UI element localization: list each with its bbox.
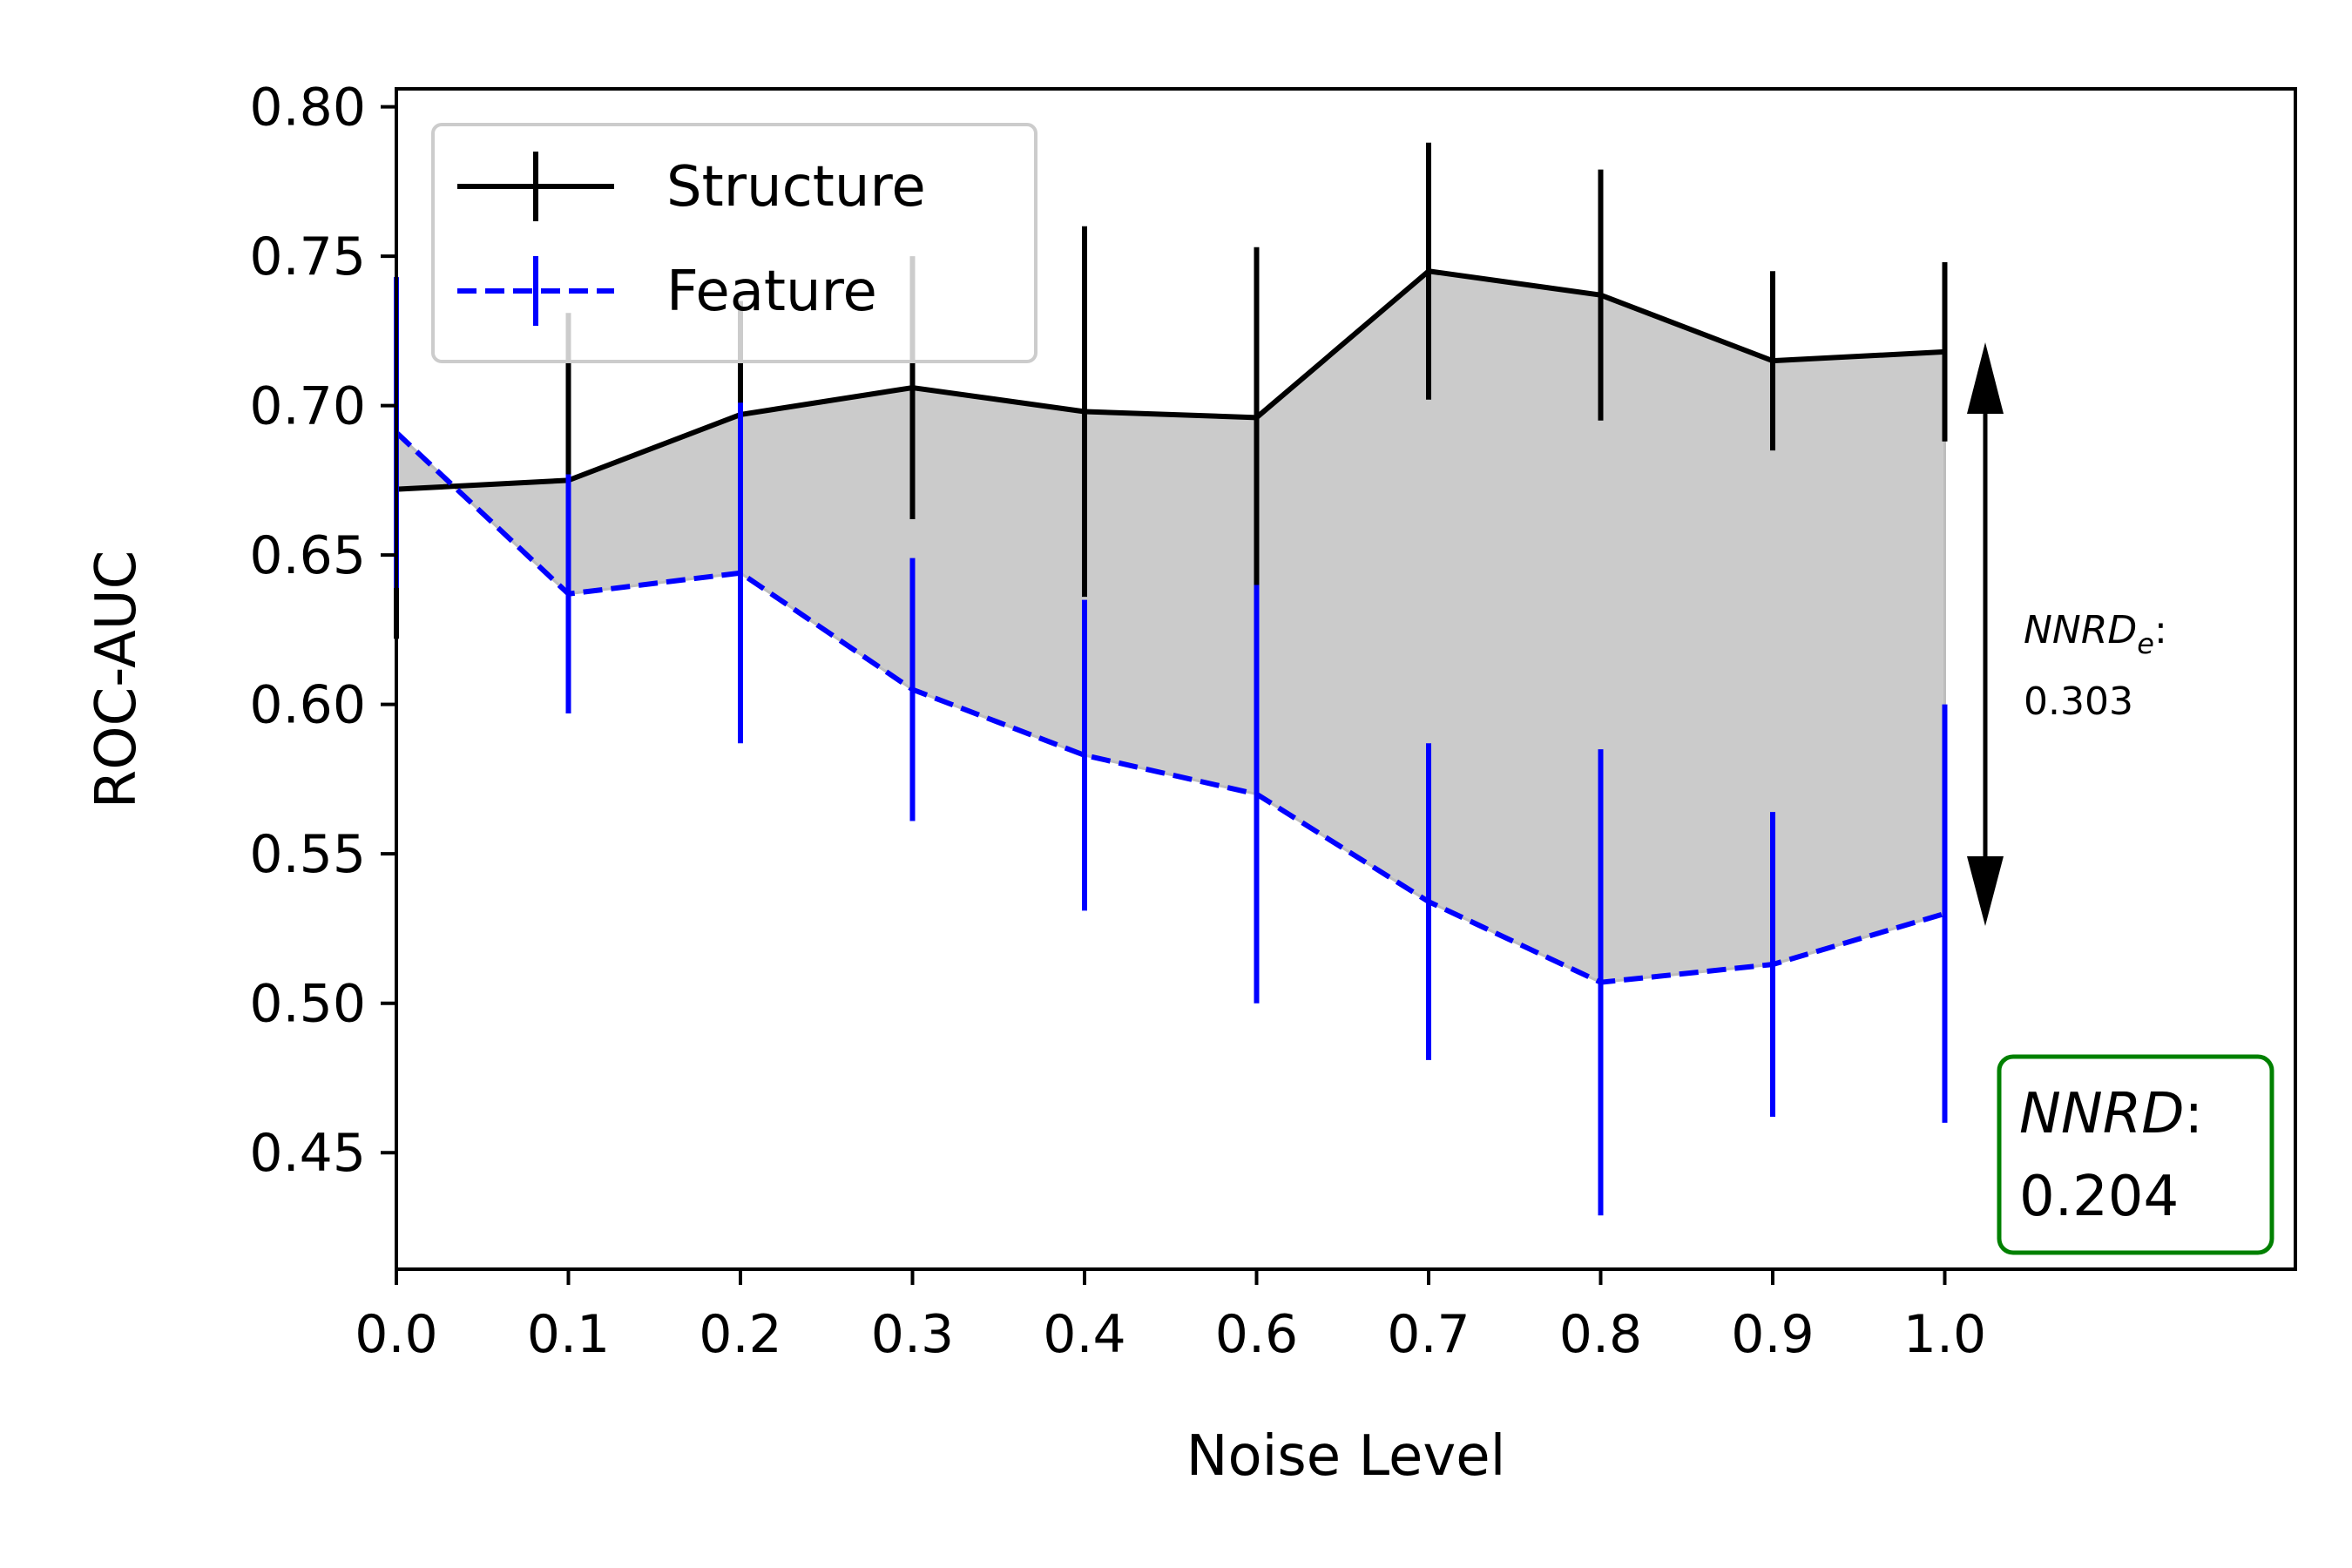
nnrd-annotation: NNRD: 0.204 bbox=[1997, 1054, 2274, 1255]
x-tick-label-7: 0.8 bbox=[1559, 1304, 1642, 1365]
feature-point-9 bbox=[1944, 913, 1945, 915]
structure-point-5 bbox=[1256, 416, 1257, 418]
legend-structure-label: Structure bbox=[666, 155, 926, 220]
structure-point-7 bbox=[1600, 294, 1601, 296]
nnrd-e-label: NNRD bbox=[2024, 608, 2137, 652]
x-tick-label-8: 0.9 bbox=[1731, 1304, 1814, 1365]
nnrd-e-arrow-head-up bbox=[1967, 342, 2004, 414]
y-tick-label-2: 0.55 bbox=[249, 824, 366, 885]
structure-line bbox=[395, 268, 1945, 492]
x-tick-label-2: 0.2 bbox=[699, 1304, 781, 1365]
y-tick-label-5: 0.70 bbox=[249, 376, 366, 437]
feature-point-1 bbox=[568, 593, 569, 595]
axes-frame bbox=[395, 87, 2297, 1271]
x-tick-label-5: 0.6 bbox=[1215, 1304, 1298, 1365]
y-tick-label-1: 0.50 bbox=[249, 974, 366, 1035]
nnrd-label: NNRD bbox=[2019, 1082, 2185, 1146]
nnrd-e-colon: : bbox=[2154, 608, 2167, 652]
feature-point-3 bbox=[912, 689, 913, 691]
structure-point-9 bbox=[1944, 351, 1945, 353]
x-tick-label-9: 1.0 bbox=[1903, 1304, 1986, 1365]
nnrd-box bbox=[1997, 1054, 2274, 1255]
x-axis: 0.0 0.1 0.2 0.3 0.4 0.6 0.7 0.8 0.9 1.0 bbox=[355, 1269, 1986, 1365]
y-tick-label-3: 0.60 bbox=[249, 675, 366, 736]
svg-text:NNRD:: NNRD: bbox=[2019, 1082, 2203, 1146]
plot-area bbox=[394, 142, 1948, 1216]
nnrd-colon: : bbox=[2185, 1082, 2204, 1146]
x-tick-label-0: 0.0 bbox=[355, 1304, 437, 1365]
y-tick-label-4: 0.65 bbox=[249, 525, 366, 586]
nnrd-e-subscript: e bbox=[2137, 627, 2154, 660]
feature-point-7 bbox=[1600, 982, 1601, 983]
structure-point-3 bbox=[912, 387, 913, 389]
x-tick-label-1: 0.1 bbox=[527, 1304, 610, 1365]
nnrd-e-arrow-head-down bbox=[1967, 856, 2004, 926]
structure-point-8 bbox=[1772, 360, 1774, 362]
x-tick-label-6: 0.7 bbox=[1387, 1304, 1470, 1365]
x-axis-label: Noise Level bbox=[1186, 1424, 1506, 1489]
feature-point-2 bbox=[740, 572, 741, 574]
y-tick-label-0: 0.45 bbox=[249, 1123, 366, 1184]
x-tick-label-4: 0.4 bbox=[1043, 1304, 1125, 1365]
svg-text:NNRDe:: NNRDe: bbox=[2024, 608, 2167, 660]
y-axis: 0.45 0.50 0.55 0.60 0.65 0.70 0.75 0.80 bbox=[249, 78, 396, 1184]
y-tick-label-6: 0.75 bbox=[249, 226, 366, 287]
nnrd-value: 0.204 bbox=[2019, 1165, 2179, 1229]
y-axis-label: ROC-AUC bbox=[84, 551, 149, 809]
feature-point-8 bbox=[1772, 963, 1774, 965]
nnrd-e-value: 0.303 bbox=[2024, 679, 2133, 724]
nnrd-e-annotation: NNRDe: 0.303 bbox=[1967, 342, 2167, 926]
y-tick-label-7: 0.80 bbox=[249, 78, 366, 139]
feature-line bbox=[394, 430, 1946, 985]
legend-feature-label: Feature bbox=[666, 260, 877, 324]
x-tick-label-3: 0.3 bbox=[871, 1304, 954, 1365]
legend: Structure Feature bbox=[431, 123, 1037, 363]
